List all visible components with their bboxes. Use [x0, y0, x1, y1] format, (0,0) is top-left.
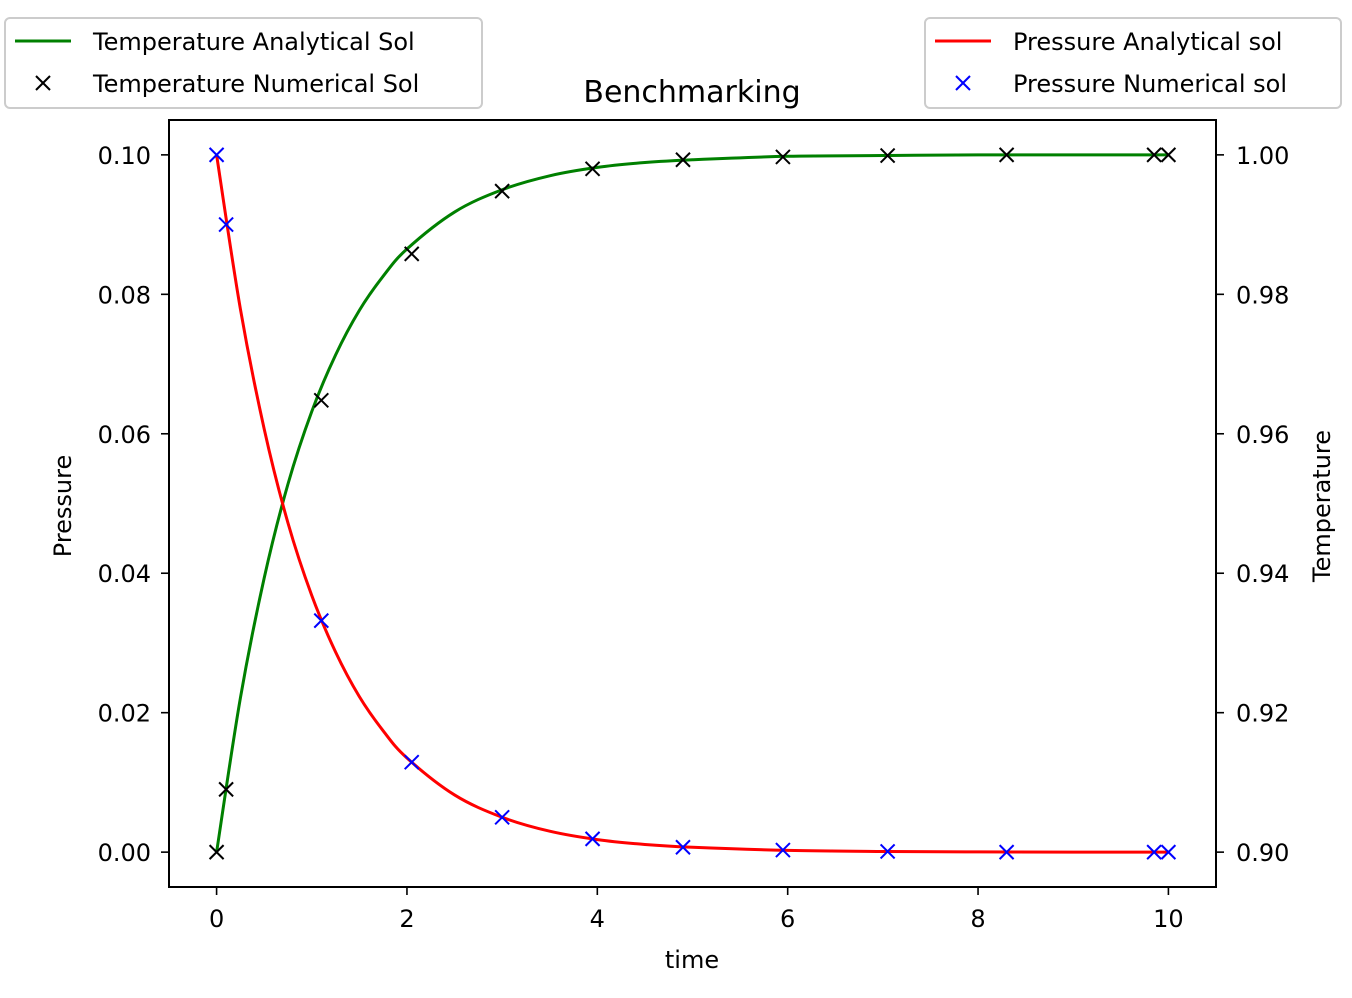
temperature-numerical-point [218, 781, 234, 798]
y-left-tick-label: 0.02 [98, 700, 151, 728]
pressure-numerical-point [775, 842, 791, 858]
pressure-numerical-point [1146, 844, 1162, 860]
temperature-numerical-point-stroke-b [404, 246, 420, 262]
y-left-tick-label: 0.06 [98, 421, 151, 449]
y-right-axis-label: Temperature [1308, 430, 1336, 583]
legend-marker-swatch-stroke-b [35, 75, 51, 91]
temperature-numerical-point [1146, 147, 1162, 163]
temperature-numerical-point [879, 147, 896, 164]
pressure-numerical-point-stroke-b [775, 842, 791, 858]
pressure-numerical-point-stroke-b [404, 754, 420, 770]
axes: 0 2 4 6 8 10 0.00 0.02 0.04 0.06 0.08 0.10 0.90 0.92 0… [98, 142, 1290, 933]
legend-label: Pressure Analytical sol [1013, 28, 1282, 56]
pressure-numerical-point [494, 809, 510, 825]
legend-temperature: Temperature Analytical Sol Temperature Nu… [4, 17, 483, 109]
temperature-numerical-point [313, 392, 329, 409]
pressure-numerical-point [1160, 844, 1177, 860]
pressure-numerical-point-stroke-b [218, 216, 234, 233]
y-right-tick-label: 0.92 [1236, 700, 1289, 728]
y-left-axis-label: Pressure [49, 455, 77, 557]
temperature-numerical-point-stroke-b [313, 392, 329, 409]
legend-temperature-frame [4, 17, 483, 109]
temperature-numerical-point-stroke-b [208, 844, 225, 860]
temperature-numerical-point [1160, 147, 1177, 163]
pressure-numerical-point-stroke-b [208, 147, 225, 163]
pressure-numerical-point-stroke-b [313, 612, 329, 629]
x-axis-label: time [665, 946, 719, 974]
y-right-tick-label: 0.90 [1236, 839, 1289, 867]
data-marks [208, 147, 1177, 860]
x-tick-label: 6 [780, 905, 795, 933]
temperature-numerical-point [998, 147, 1015, 163]
x-tick-label: 8 [970, 905, 985, 933]
temperature-numerical-point-stroke-b [1160, 147, 1177, 163]
temperature-numerical-point [675, 152, 691, 168]
temperature-numerical-point [404, 246, 420, 262]
temperature-numerical-point-stroke-b [1146, 147, 1162, 163]
legend-label: Temperature Analytical Sol [92, 28, 415, 56]
pressure-numerical-point [404, 754, 420, 770]
pressure-numerical-point-stroke-b [584, 831, 601, 847]
y-right-tick-label: 0.96 [1236, 421, 1289, 449]
y-right-tick-label: 0.94 [1236, 560, 1289, 588]
legend-pressure-frame [924, 17, 1342, 109]
temperature-numerical-point-stroke-b [584, 161, 601, 177]
temperature-numerical-point [584, 161, 601, 177]
temperature-numerical-point [775, 149, 791, 165]
temperature-numerical-point-stroke-b [998, 147, 1015, 163]
temperature-numerical-point [494, 183, 510, 199]
pressure-numerical-point-stroke-b [1146, 844, 1162, 860]
temperature-numerical-point-stroke-b [494, 183, 510, 199]
y-right-tick-label: 0.98 [1236, 281, 1289, 309]
temperature-numerical-point-stroke-b [218, 781, 234, 798]
pressure-numerical-point [313, 612, 329, 629]
legend-label: Pressure Numerical sol [1013, 70, 1287, 98]
pressure-numerical-point-stroke-b [494, 809, 510, 825]
legend-marker-swatch-stroke-b [955, 75, 971, 91]
pressure-numerical-point-stroke-b [675, 839, 691, 855]
y-right-tick-label: 1.00 [1236, 142, 1289, 170]
chart-title: Benchmarking [583, 75, 800, 110]
y-left-tick-label: 0.04 [98, 560, 151, 588]
pressure-numerical-point [584, 831, 601, 847]
legend-marker-swatch [35, 75, 51, 91]
pressure-numerical-point [879, 843, 896, 860]
x-tick-label: 10 [1153, 905, 1184, 933]
temperature-analytical-line [215, 153, 1169, 853]
pressure-analytical-line [215, 154, 1169, 854]
pressure-numerical-point [218, 216, 234, 233]
pressure-numerical-point [675, 839, 691, 855]
legend-marker-swatch [955, 75, 971, 91]
temperature-numerical-point-stroke-b [879, 147, 896, 164]
pressure-numerical-point-stroke-b [1160, 844, 1177, 860]
y-left-tick-label: 0.08 [98, 281, 151, 309]
x-tick-label: 4 [590, 905, 605, 933]
legends: Temperature Analytical Sol Temperature Nu… [4, 17, 1342, 109]
x-tick-label: 0 [209, 905, 224, 933]
temperature-numerical-point-stroke-b [775, 149, 791, 165]
plot-frame [168, 119, 1217, 888]
pressure-numerical-point [208, 147, 225, 163]
temperature-numerical-point-stroke-b [675, 152, 691, 168]
legend-label: Temperature Numerical Sol [92, 70, 419, 98]
x-tick-label: 2 [399, 905, 414, 933]
pressure-numerical-point-stroke-b [998, 844, 1015, 860]
temperature-numerical-point [208, 844, 225, 860]
y-left-tick-label: 0.10 [98, 142, 151, 170]
y-left-tick-label: 0.00 [98, 839, 151, 867]
pressure-numerical-point-stroke-b [879, 843, 896, 860]
legend-pressure: Pressure Analytical sol Pressure Numerica… [924, 17, 1342, 109]
pressure-numerical-point [998, 844, 1015, 860]
